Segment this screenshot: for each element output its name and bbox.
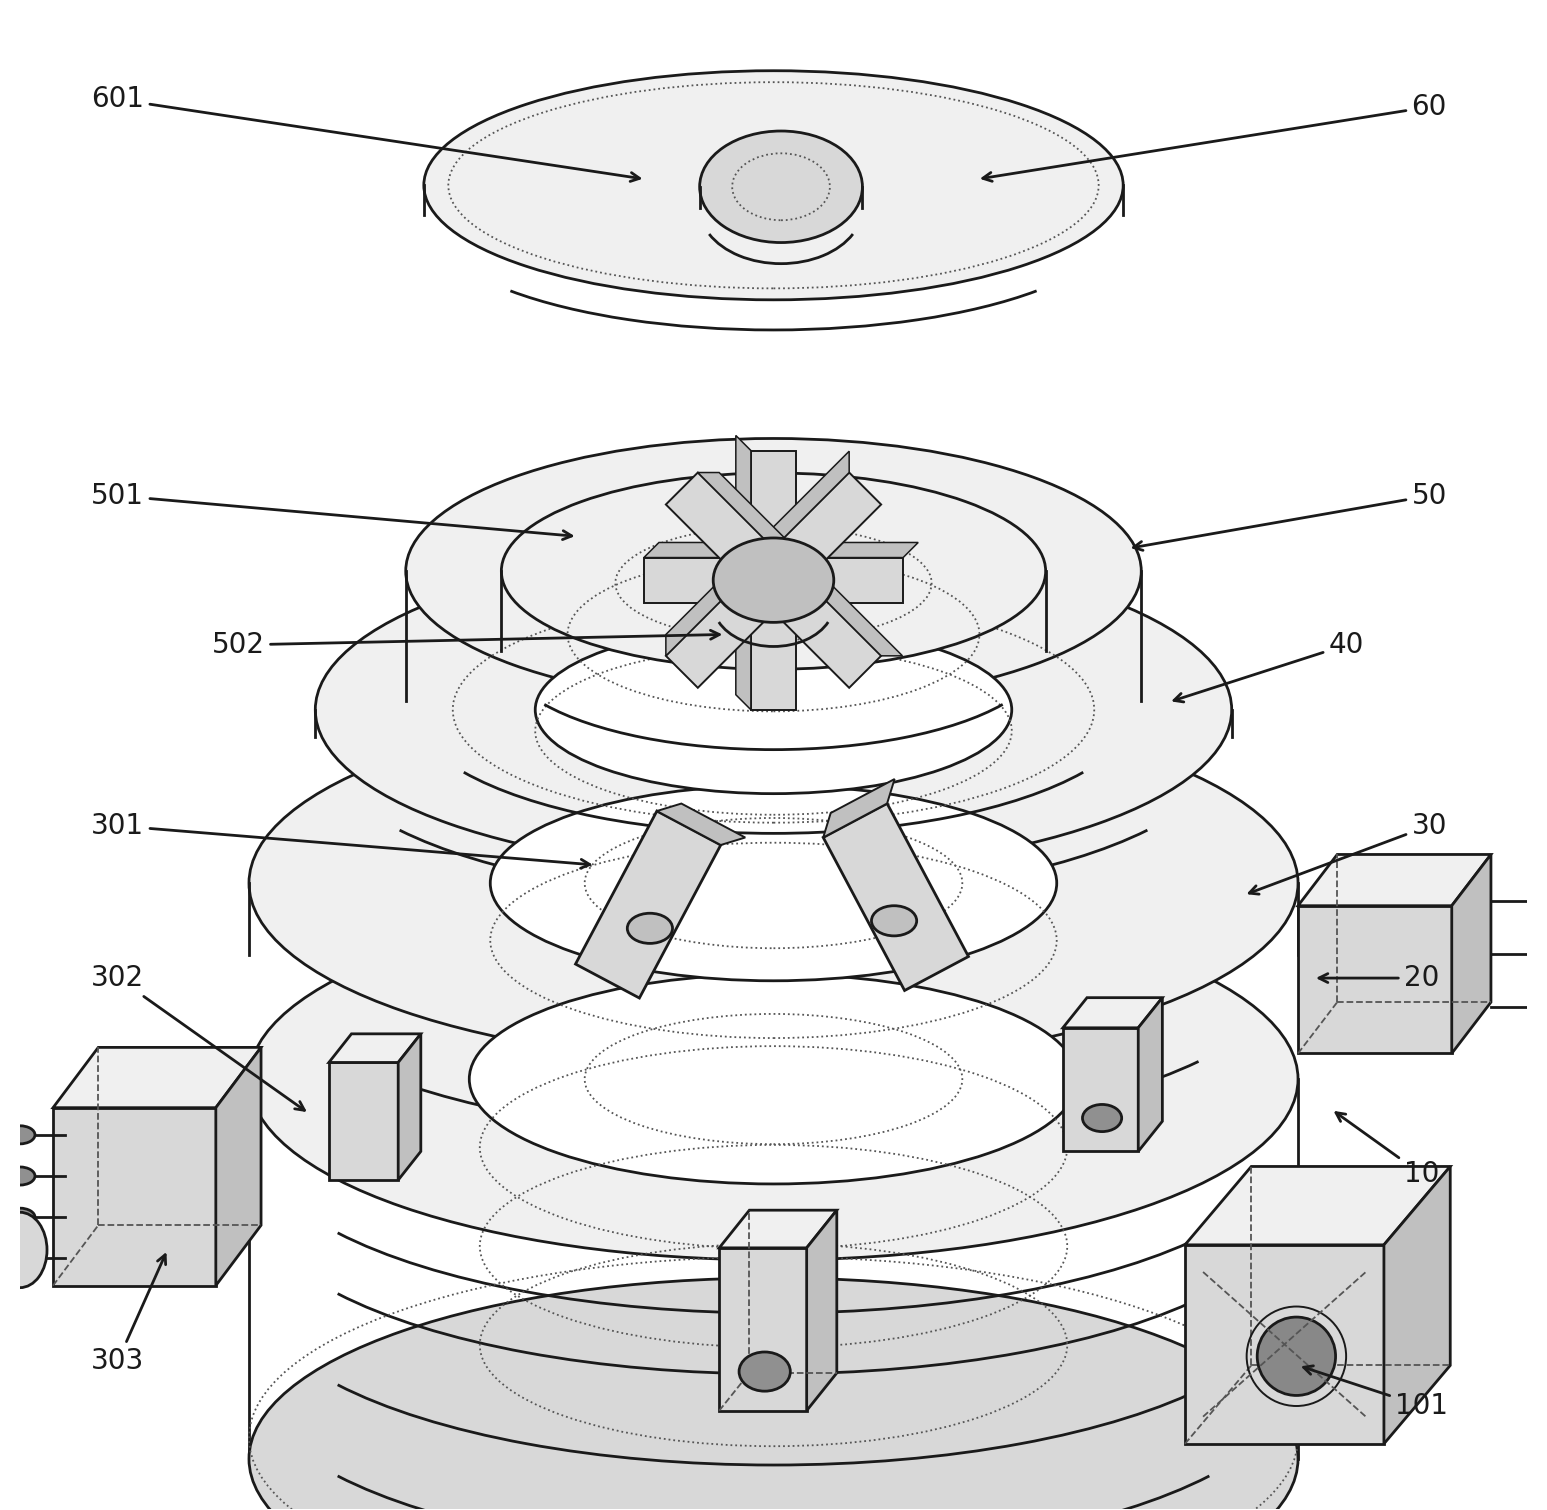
Text: 303: 303	[91, 1255, 166, 1376]
Text: 40: 40	[1174, 631, 1364, 702]
Ellipse shape	[490, 785, 1057, 982]
Text: 10: 10	[1337, 1113, 1439, 1188]
Polygon shape	[1063, 1028, 1139, 1152]
Polygon shape	[1451, 855, 1491, 1054]
Ellipse shape	[1258, 1317, 1335, 1395]
Text: 601: 601	[91, 86, 639, 181]
Bar	[750, 450, 797, 710]
Polygon shape	[1185, 1166, 1450, 1244]
Ellipse shape	[5, 1167, 36, 1185]
Polygon shape	[823, 779, 894, 838]
Ellipse shape	[249, 898, 1298, 1259]
Bar	[665, 473, 882, 687]
Polygon shape	[330, 1063, 398, 1179]
Ellipse shape	[249, 702, 1298, 1065]
Polygon shape	[53, 1108, 217, 1285]
Ellipse shape	[627, 914, 673, 944]
Polygon shape	[719, 1247, 806, 1410]
Ellipse shape	[405, 438, 1142, 704]
Text: 502: 502	[212, 630, 719, 658]
Ellipse shape	[535, 627, 1012, 794]
Polygon shape	[806, 1210, 837, 1410]
Polygon shape	[1185, 1244, 1385, 1444]
Ellipse shape	[699, 131, 862, 243]
Ellipse shape	[5, 1126, 36, 1145]
Polygon shape	[1063, 998, 1162, 1028]
Text: 50: 50	[1134, 482, 1446, 550]
Ellipse shape	[1083, 1104, 1122, 1131]
Polygon shape	[665, 451, 849, 655]
Ellipse shape	[249, 1277, 1298, 1510]
Text: 101: 101	[1304, 1367, 1448, 1419]
Polygon shape	[698, 473, 902, 655]
Bar	[644, 557, 903, 602]
Ellipse shape	[871, 906, 917, 936]
Ellipse shape	[739, 1351, 791, 1391]
Text: 301: 301	[91, 812, 589, 868]
Bar	[823, 803, 968, 991]
Polygon shape	[330, 1034, 421, 1063]
Polygon shape	[719, 1210, 837, 1247]
Text: 20: 20	[1320, 963, 1439, 992]
Polygon shape	[1385, 1166, 1450, 1444]
Ellipse shape	[713, 538, 834, 622]
Polygon shape	[657, 803, 746, 846]
Ellipse shape	[5, 1208, 36, 1226]
Ellipse shape	[501, 473, 1046, 669]
Polygon shape	[736, 435, 750, 710]
Polygon shape	[644, 542, 919, 557]
Ellipse shape	[424, 71, 1123, 300]
Text: 30: 30	[1250, 812, 1446, 894]
Polygon shape	[53, 1048, 261, 1108]
Ellipse shape	[0, 1213, 46, 1288]
Polygon shape	[1298, 855, 1491, 906]
Text: 302: 302	[91, 963, 305, 1110]
Bar	[665, 473, 882, 687]
Polygon shape	[217, 1048, 261, 1285]
Ellipse shape	[5, 1249, 36, 1267]
Polygon shape	[1298, 906, 1451, 1054]
Ellipse shape	[316, 548, 1231, 871]
Text: 60: 60	[982, 94, 1446, 181]
Polygon shape	[1139, 998, 1162, 1152]
Ellipse shape	[469, 974, 1078, 1184]
Text: 501: 501	[91, 482, 572, 539]
Polygon shape	[398, 1034, 421, 1179]
Bar	[575, 811, 721, 998]
